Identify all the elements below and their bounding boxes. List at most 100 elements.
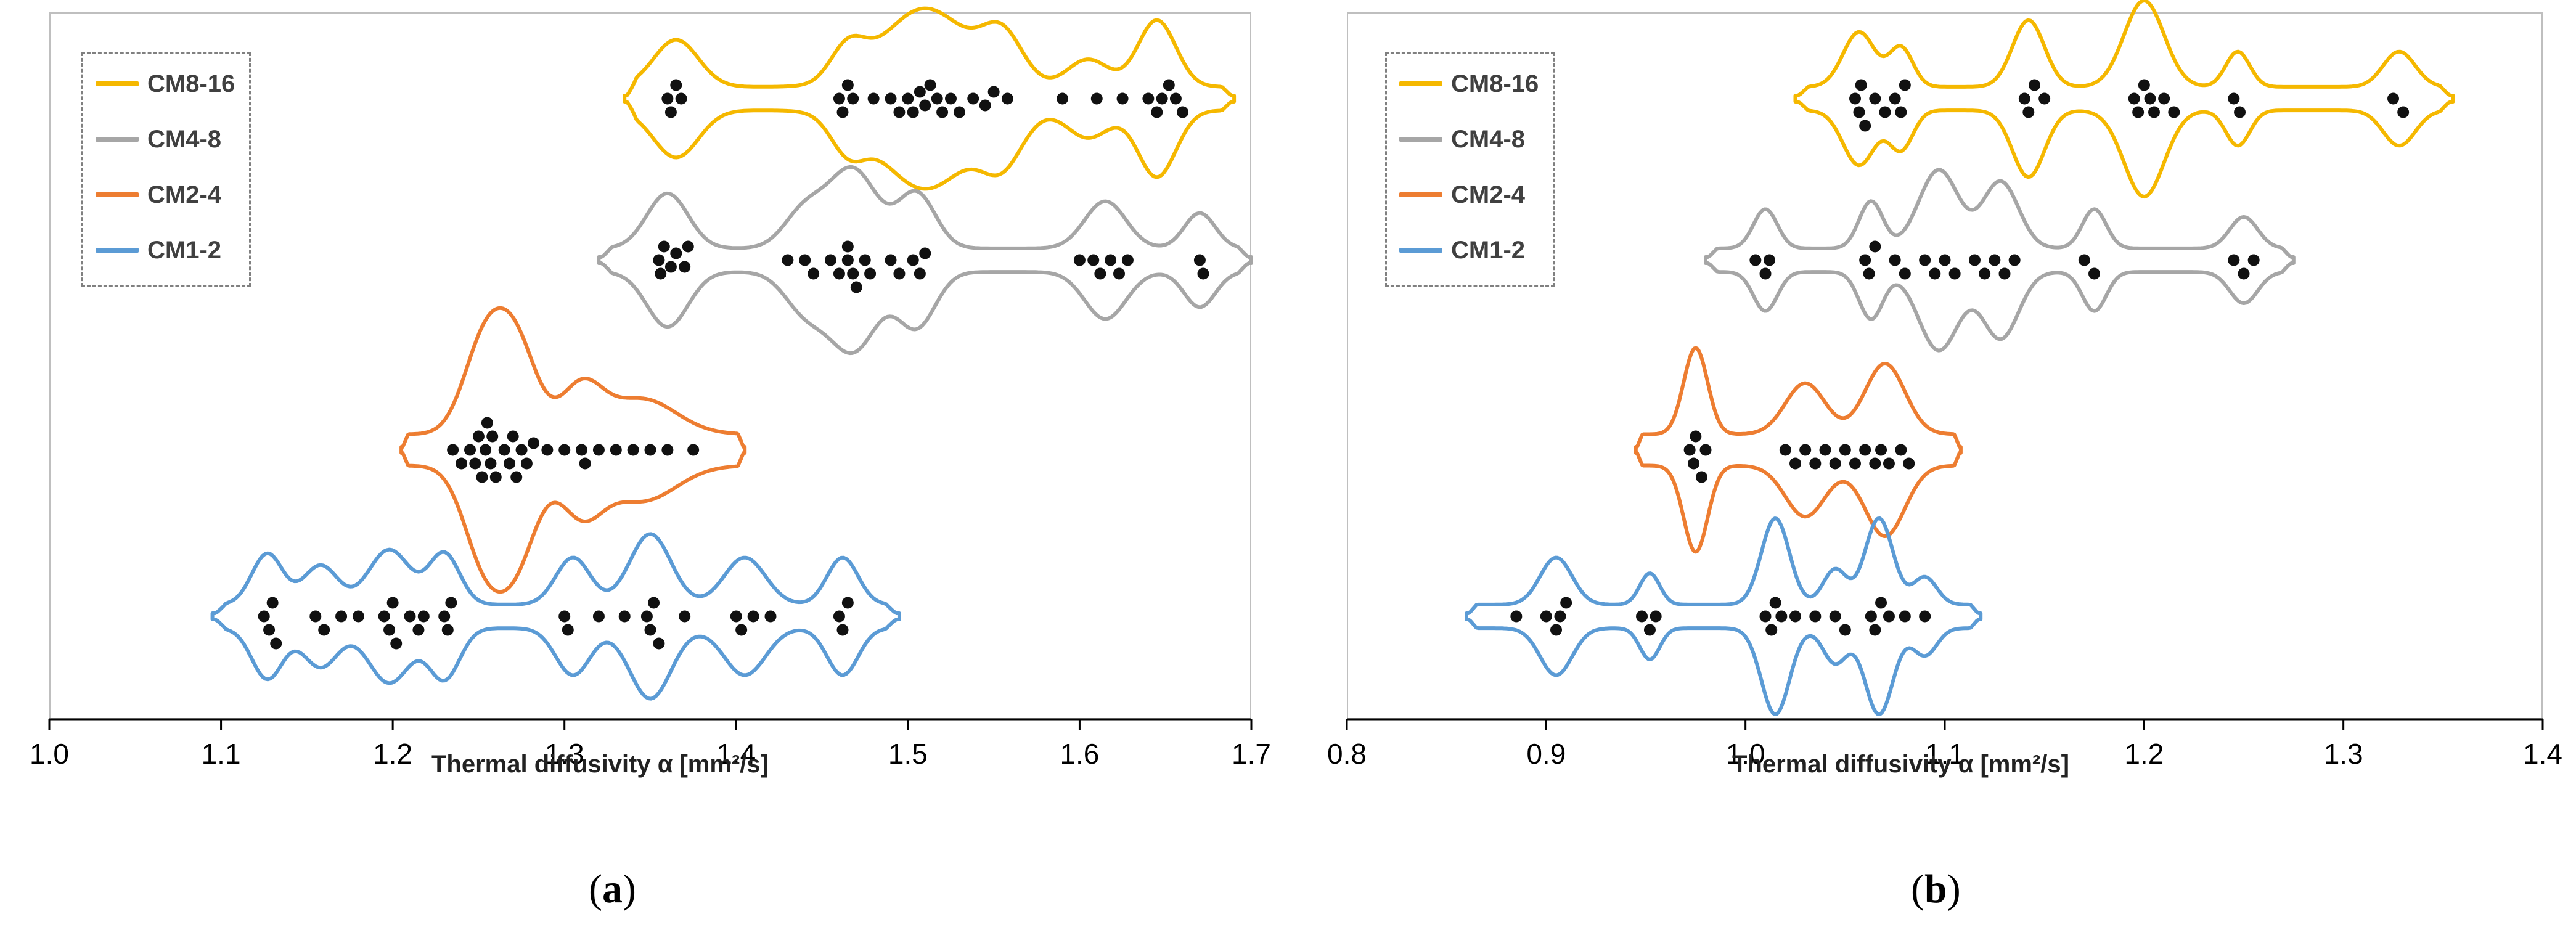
data-point-cm2-4-b [1696, 471, 1708, 483]
x-tick-label-b: 0.9 [1526, 738, 1566, 770]
data-point-cm4-8-b [1763, 254, 1775, 266]
data-point-cm8-16-b [2144, 92, 2156, 105]
data-point-cm8-16-b [1859, 120, 1871, 132]
data-point-cm2-4-a [469, 457, 481, 470]
data-point-cm1-2-a [270, 637, 282, 650]
x-tick-label-a: 1.7 [1232, 738, 1271, 770]
data-point-cm4-8-a [658, 240, 670, 253]
x-tick-label-a: 1.3 [545, 738, 584, 770]
data-point-cm2-4-a [592, 444, 605, 456]
legend-item-cm2-4: CM2-4 [96, 176, 221, 213]
data-point-cm2-4-a [576, 444, 588, 456]
data-point-cm2-4-a [558, 444, 571, 456]
legend-swatch [1399, 137, 1442, 142]
data-point-cm8-16-b [2029, 79, 2040, 91]
legend-swatch [1399, 192, 1442, 197]
data-point-cm8-16-b [2397, 106, 2410, 118]
data-point-cm1-2-b [1899, 610, 1911, 623]
data-point-cm8-16-a [931, 92, 943, 105]
caption-letter-b: b [1924, 867, 1947, 912]
legend-label: CM2-4 [147, 181, 222, 208]
data-point-cm8-16-a [893, 106, 906, 118]
data-point-cm4-8-a [864, 267, 877, 280]
data-point-cm8-16-a [675, 92, 687, 105]
data-point-cm4-8-a [682, 240, 694, 253]
data-point-cm8-16-b [1879, 106, 1891, 118]
data-point-cm2-4-b [1688, 457, 1700, 470]
data-point-cm1-2-a [309, 610, 322, 623]
x-tick-label-b: 1.1 [1925, 738, 1965, 770]
data-point-cm1-2-a [386, 597, 399, 609]
data-point-cm1-2-a [558, 610, 571, 623]
data-point-cm2-4-b [1875, 444, 1887, 456]
data-point-cm1-2-a [258, 610, 270, 623]
legend-swatch [96, 248, 139, 253]
data-point-cm2-4-a [481, 417, 493, 429]
data-point-cm1-2-a [644, 624, 656, 636]
chart-plot-a: 1.0 1.1 1.2 1.3 1.4 1.5 1.6 1.7 [30, 6, 1271, 770]
data-point-cm1-2-b [1919, 610, 1931, 623]
data-point-cm2-4-a [456, 457, 468, 470]
data-point-cm2-4-b [1839, 444, 1851, 456]
data-point-cm2-4-a [644, 444, 656, 456]
data-point-cm8-16-a [967, 92, 979, 105]
data-point-cm8-16-a [953, 106, 965, 118]
x-tick-label-b: 1.0 [1726, 738, 1765, 770]
data-point-cm4-8-a [1113, 267, 1125, 280]
data-point-cm4-8-a [782, 254, 794, 266]
data-point-cm2-4-a [504, 457, 516, 470]
caption-open-a: ( [589, 867, 602, 912]
data-point-cm2-4-b [1869, 457, 1881, 470]
data-point-cm8-16-a [924, 79, 936, 91]
data-point-cm1-2-a [383, 624, 396, 636]
data-point-cm1-2-b [1636, 610, 1648, 623]
data-point-cm1-2-a [841, 597, 854, 609]
data-point-cm8-16-a [902, 92, 914, 105]
data-point-cm1-2-b [1560, 597, 1572, 609]
violin-cm2-4-b [1634, 346, 1963, 554]
violin-cm4-8-b [1704, 168, 2296, 353]
data-point-cm4-8-a [808, 267, 820, 280]
data-point-cm4-8-b [1863, 267, 1875, 280]
violin-cm2-4-a [399, 306, 747, 594]
x-tick-label-a: 1.1 [202, 738, 241, 770]
violin-cm8-16-b [1793, 0, 2455, 199]
x-tick-label-b: 1.3 [2324, 738, 2363, 770]
data-point-cm8-16-a [1001, 92, 1013, 105]
data-point-cm8-16-b [2132, 106, 2145, 118]
data-point-cm1-2-b [1789, 610, 1801, 623]
data-point-cm8-16-a [1116, 92, 1129, 105]
data-point-cm2-4-a [498, 444, 510, 456]
data-point-cm8-16-b [2018, 92, 2030, 105]
data-point-cm2-4-b [1789, 457, 1801, 470]
data-point-cm8-16-b [1855, 79, 1867, 91]
data-point-cm8-16-a [1177, 106, 1189, 118]
x-tick-label-a: 1.6 [1060, 738, 1099, 770]
data-point-cm1-2-a [441, 624, 454, 636]
data-point-cm4-8-a [1105, 254, 1117, 266]
data-point-cm8-16-a [1057, 92, 1069, 105]
data-point-cm8-16-a [664, 106, 677, 118]
data-point-cm4-8-a [833, 267, 845, 280]
caption-close-a: ) [622, 867, 636, 912]
data-point-cm2-4-a [528, 437, 540, 449]
data-point-cm8-16-a [661, 92, 674, 105]
data-point-cm2-4-b [1829, 457, 1841, 470]
data-point-cm4-8-a [859, 254, 871, 266]
data-point-cm2-4-a [520, 457, 533, 470]
data-point-cm2-4-b [1809, 457, 1822, 470]
data-point-cm1-2-a [679, 610, 691, 623]
data-point-cm2-4-a [579, 457, 591, 470]
data-point-cm8-16-a [670, 79, 682, 91]
data-point-cm1-2-b [1839, 624, 1851, 636]
data-point-cm8-16-b [2158, 92, 2170, 105]
data-point-cm8-16-b [1889, 92, 1901, 105]
data-point-cm1-2-b [1550, 624, 1562, 636]
data-point-cm1-2-b [1540, 610, 1552, 623]
caption-letter-a: a [602, 867, 623, 912]
data-point-cm2-4-a [515, 444, 528, 456]
data-point-cm2-4-a [610, 444, 622, 456]
data-point-cm4-8-a [1193, 254, 1206, 266]
data-point-cm4-8-a [907, 254, 919, 266]
x-tick-label-a: 1.0 [30, 738, 69, 770]
